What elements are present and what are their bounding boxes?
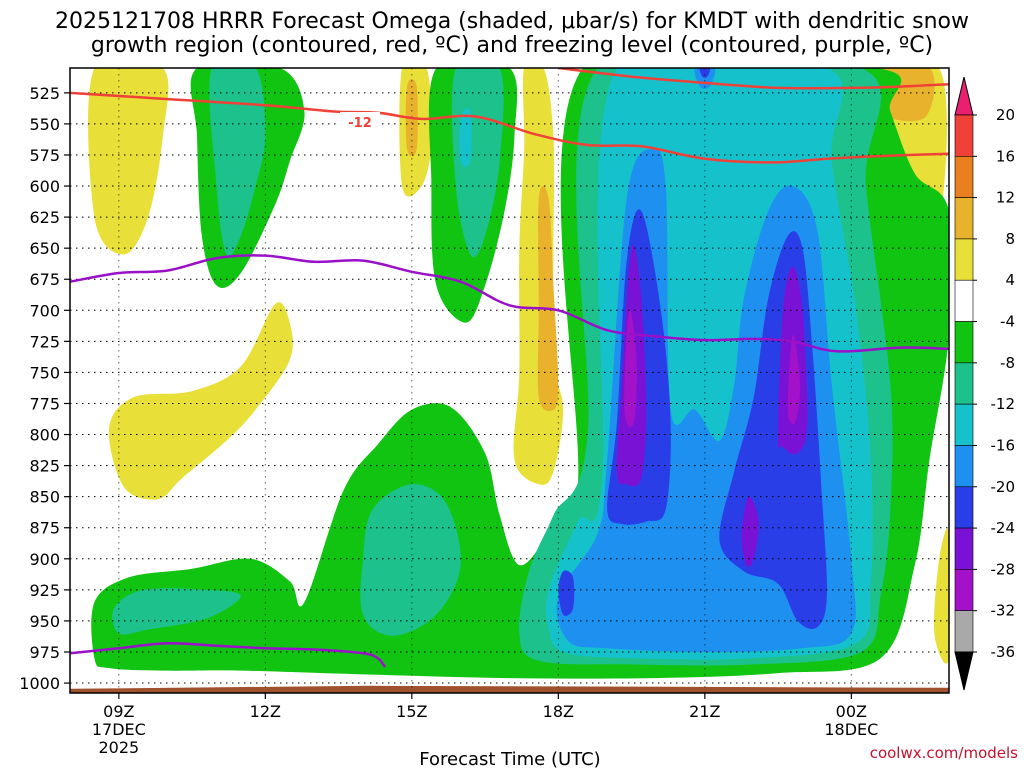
- y-axis: 525 550 575 600 625 650 675 700 725 750 775 800 825 8…: [19, 84, 70, 693]
- omega-region-10: [209, 68, 266, 257]
- y-tick-label-950: 950: [29, 612, 60, 631]
- colorbar-bin-2: [954, 197, 974, 240]
- colorbar-bin-0: [954, 114, 974, 157]
- x-date-label-17DEC: 17DEC: [92, 720, 146, 739]
- colorbar-label-7: -12: [991, 395, 1016, 413]
- colorbar-bin-4: [954, 279, 974, 322]
- omega-region-15: [112, 588, 241, 635]
- freezing-level-contour: [70, 254, 949, 353]
- gridlines: [70, 68, 949, 693]
- colorbar-label-2: 12: [996, 189, 1015, 207]
- y-tick-label-675: 675: [29, 270, 60, 289]
- colorbar-bin-5: [954, 321, 974, 364]
- omega-shading: [88, 68, 949, 679]
- y-tick-label-875: 875: [29, 519, 60, 538]
- omega-region-28: [787, 334, 801, 425]
- colorbar-label-9: -20: [991, 478, 1016, 496]
- y-tick-label-700: 700: [29, 301, 60, 320]
- colorbar-label-10: -24: [991, 519, 1016, 537]
- y-tick-label-600: 600: [29, 177, 60, 196]
- colorbar-bin-6: [954, 362, 974, 405]
- y-tick-label-800: 800: [29, 426, 60, 445]
- colorbar-bin-9: [954, 486, 974, 529]
- x-date-label-18DEC: 18DEC: [824, 720, 878, 739]
- omega-region-5: [537, 186, 559, 412]
- colorbar-label-3: 8: [1005, 230, 1015, 248]
- colorbar-bin-8: [954, 445, 974, 488]
- y-tick-label-625: 625: [29, 208, 60, 227]
- chart-title-line1: 2025121708 HRRR Forecast Omega (shaded, …: [55, 9, 969, 34]
- colorbar-label-0: 20: [996, 106, 1015, 124]
- omega-region-0: [88, 68, 169, 255]
- chart-title-line2: growth region (contoured, red, ºC) and f…: [91, 33, 933, 58]
- colorbar-label-11: -28: [991, 560, 1016, 578]
- colorbar-label-13: -36: [991, 643, 1016, 661]
- colorbar-label-4: 4: [1005, 271, 1015, 289]
- colorbar-label-1: 16: [996, 147, 1015, 165]
- y-tick-label-975: 975: [29, 643, 60, 662]
- y-tick-label-900: 900: [29, 550, 60, 569]
- dgz-contour-upper: [70, 91, 949, 164]
- dgz-contour-top-edge: [558, 68, 949, 90]
- colorbar-bin-11: [954, 569, 974, 611]
- y-tick-label-550: 550: [29, 115, 60, 134]
- colorbar-bin-10: [954, 527, 974, 570]
- plot-frame: [69, 67, 950, 694]
- colorbar-label-12: -32: [991, 602, 1016, 620]
- colorbar-label-8: -16: [991, 436, 1016, 454]
- colorbar-label-6: -8: [1000, 354, 1015, 372]
- terrain-fill: [70, 685, 949, 693]
- y-tick-label-1000: 1000: [19, 674, 60, 693]
- x-tick-label-18Z: 18Z: [543, 702, 574, 721]
- x-tick-label-15Z: 15Z: [396, 702, 427, 721]
- freezing-level-contour-low: [70, 642, 386, 668]
- omega-region-23: [558, 570, 575, 616]
- colorbar-bin-7: [954, 403, 974, 446]
- dgz-contour-label: -12: [348, 116, 372, 131]
- omega-region-1: [108, 302, 293, 500]
- omega-region-13: [459, 108, 472, 168]
- colorbar-bin-12: [954, 610, 974, 653]
- y-tick-label-775: 775: [29, 394, 60, 413]
- y-tick-label-850: 850: [29, 488, 60, 507]
- credit-link[interactable]: coolwx.com/models: [870, 744, 1018, 762]
- plot-area: -12: [69, 67, 950, 694]
- colorbar-bin-3: [954, 238, 974, 281]
- y-tick-label-525: 525: [29, 84, 60, 103]
- y-tick-label-825: 825: [29, 457, 60, 476]
- y-tick-label-925: 925: [29, 581, 60, 600]
- x-tick-label-00Z: 00Z: [836, 702, 867, 721]
- x-axis-title: Forecast Time (UTC): [419, 749, 600, 768]
- x-tick-label-09Z: 09Z: [103, 702, 134, 721]
- colorbar: 20 16 12 8 4 -4 -8 -12 -16 -20 -24 -28 -32 -36: [954, 76, 1016, 691]
- dgz-label-background: [340, 112, 380, 130]
- y-tick-label-575: 575: [29, 146, 60, 165]
- omega-region-16: [360, 484, 461, 636]
- y-tick-label-750: 750: [29, 363, 60, 382]
- contours: [70, 68, 949, 668]
- x-tick-label-21Z: 21Z: [689, 702, 720, 721]
- colorbar-label-5: -4: [1000, 313, 1015, 331]
- omega-region-27: [624, 309, 637, 427]
- y-tick-label-725: 725: [29, 332, 60, 351]
- colorbar-top-arrow: [954, 76, 974, 116]
- terrain: [70, 685, 949, 693]
- y-tick-label-650: 650: [29, 239, 60, 258]
- omega-region-24: [699, 68, 710, 78]
- x-year-label-2025: 2025: [98, 738, 139, 757]
- x-tick-label-12Z: 12Z: [250, 702, 281, 721]
- omega-region-8: [933, 528, 949, 664]
- colorbar-bin-1: [954, 156, 974, 198]
- colorbar-bottom-arrow: [954, 651, 974, 691]
- omega-region-29: [741, 496, 759, 567]
